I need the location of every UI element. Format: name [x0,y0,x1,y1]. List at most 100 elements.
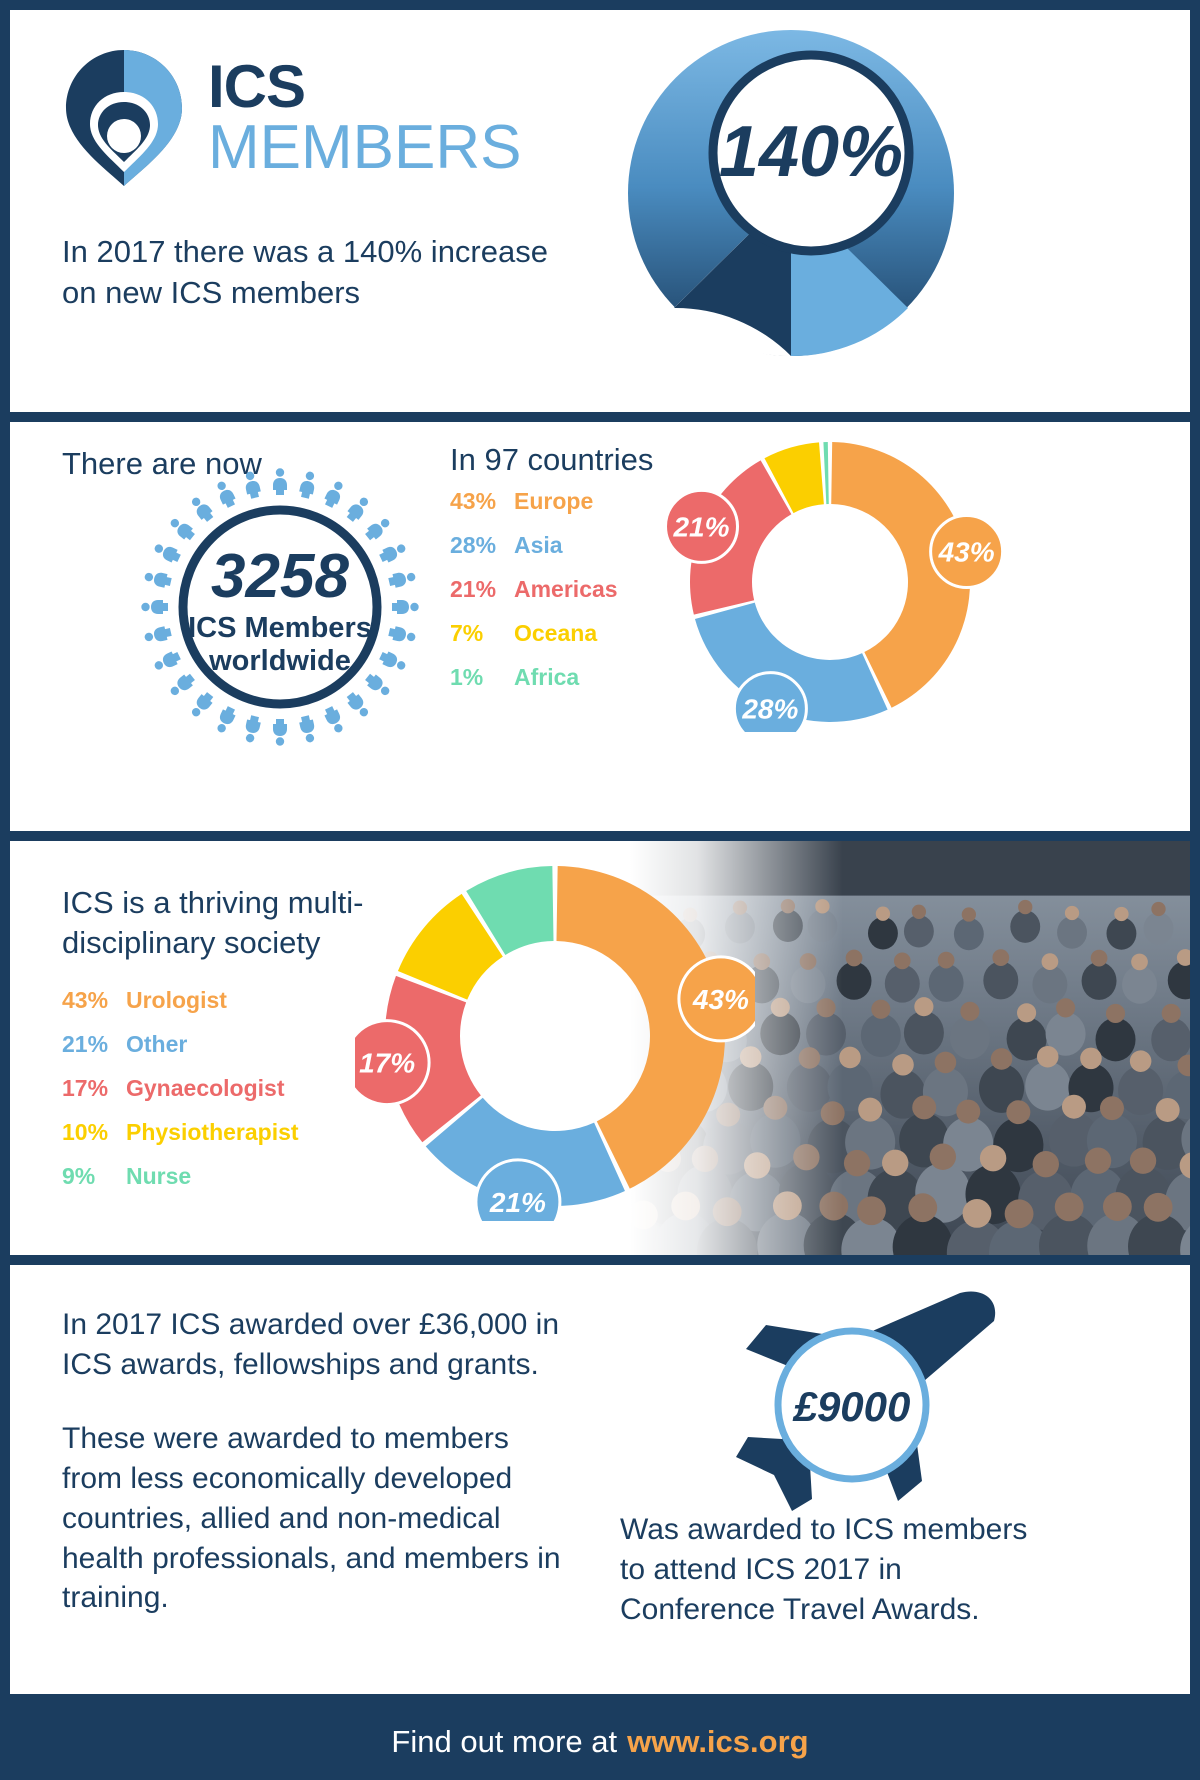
person-icon [217,481,236,508]
awards-text-block: In 2017 ICS awarded over £36,000 in ICS … [62,1305,562,1652]
legend-percent: 21% [62,1030,109,1057]
disciplines-donut-chart: 43% 21% 17% [355,865,755,1221]
donut-slice [466,865,554,955]
person-icon [217,705,236,732]
donut-slice [694,602,888,722]
donut-slice [823,441,829,504]
legend-item: 7% Oceana [450,619,618,646]
person-icon [388,625,416,641]
legend-percent: 43% [62,986,109,1013]
airplane-icon: £9000 [736,1291,996,1512]
person-icon [299,714,315,742]
logo-secondary-text: MEMBERS [208,113,522,182]
members-count-line1: ICS Members [188,612,372,644]
members-caption: In 2017 there was a 140% increase on new… [62,234,548,310]
legend-item: 17% Gynaecologist [62,1074,299,1101]
person-icon [144,572,172,588]
legend-label: Gynaecologist [126,1074,285,1101]
donut-callout-label: 43% [692,984,749,1015]
person-icon [388,572,416,588]
ics-logo-mark [66,50,182,186]
donut-callout-badge [677,955,755,1043]
person-icon [379,651,406,670]
donut-callout-badge [474,1158,562,1221]
countries-heading: There are now [62,445,262,481]
legend-percent: 21% [450,575,497,602]
award-amount-circle [774,1327,930,1483]
person-icon [273,718,287,746]
countries-donut-chart: 43% 28% 21% [664,441,1005,732]
legend-item: 28% Asia [450,531,618,558]
people-ring-icon-group: 3258 ICS Members worldwide [141,467,419,746]
person-icon [346,497,369,522]
person-icon [245,471,261,499]
person-icon [170,518,195,540]
person-icon [346,691,369,716]
legend-item: 21% Other [62,1030,299,1057]
legend-label: Asia [514,531,563,558]
legend-label: Europe [514,487,594,514]
ics-logo-wordmark: ICS MEMBERS [208,48,522,182]
donut-callout-label: 21% [489,1187,546,1218]
panel-disciplines: ICS is a thriving multi-disciplinary soc… [10,840,1190,1256]
person-icon [245,714,261,742]
legend-label: Urologist [126,986,227,1013]
legend-label: Nurse [126,1162,192,1189]
panel-countries: There are now 3258 ICS Members worldwide… [10,421,1190,831]
person-icon [154,544,181,563]
person-icon [170,673,195,695]
donut-callout-label: 21% [672,511,729,542]
legend-label: Physiotherapist [126,1118,299,1145]
donut-slice [397,893,503,1000]
award-amount-label: £9000 [792,1383,911,1430]
donut-callout-label: 43% [938,536,995,567]
person-icon [191,497,214,522]
person-icon [144,625,172,641]
person-icon [365,518,390,540]
person-icon [365,673,390,695]
awards-paragraph-1: In 2017 ICS awarded over £36,000 in ICS … [62,1308,560,1382]
panel-awards: In 2017 ICS awarded over £36,000 in ICS … [10,1265,1190,1694]
legend-percent: 7% [450,619,484,646]
legend-label: Oceana [514,619,598,646]
person-icon [154,651,181,670]
legend-item: 1% Africa [450,663,618,690]
donut-slice [385,975,481,1143]
awards-caption: Was awarded to ICS members to attend ICS… [620,1513,1028,1626]
donut-slice [831,441,970,708]
person-icon [392,599,419,614]
donut-slice [425,1097,625,1206]
donut-callout-label: 17% [359,1048,415,1079]
legend-percent: 1% [450,663,484,690]
members-intro-block: ICS MEMBERS In 2017 there was a 140% inc… [62,48,582,314]
pie-center-label: 140% [719,112,903,192]
legend-percent: 43% [450,487,497,514]
footer-bar: Find out more at www.ics.org [10,1703,1190,1780]
conference-audience-photo [630,840,1190,1256]
members-count-line2: worldwide [208,645,351,677]
ics-logo: ICS MEMBERS [62,48,582,188]
donut-slice [764,441,824,513]
donut-callout-label: 28% [741,693,798,724]
legend-item: 9% Nurse [62,1162,299,1189]
legend-item: 43% Urologist [62,986,299,1013]
logo-primary-text: ICS [208,53,306,120]
disciplines-legend: 43% Urologist 21% Other 17% Gynaecologist 10% P… [62,986,299,1209]
person-icon [191,691,214,716]
footer-url-link[interactable]: www.ics.org [627,1723,809,1759]
members-count-circle [178,505,382,709]
countries-title: In 97 countries [450,441,654,477]
legend-item: 21% Americas [450,575,618,602]
members-increase-pie-chart: 140% [628,30,954,357]
panel-members: ICS MEMBERS In 2017 there was a 140% inc… [10,10,1190,412]
legend-label: Africa [514,663,580,690]
members-count-number: 3258 [211,542,349,611]
person-icon [141,599,168,614]
legend-label: Americas [514,575,618,602]
countries-legend: 43% Europe 28% Asia 21% Americas 7% Oceana 1% Afr… [450,487,618,710]
disciplines-heading: ICS is a thriving multi-disciplinary soc… [62,884,364,960]
donut-slice [690,459,792,615]
person-icon [324,481,343,508]
donut-callout-badge [929,513,1005,589]
